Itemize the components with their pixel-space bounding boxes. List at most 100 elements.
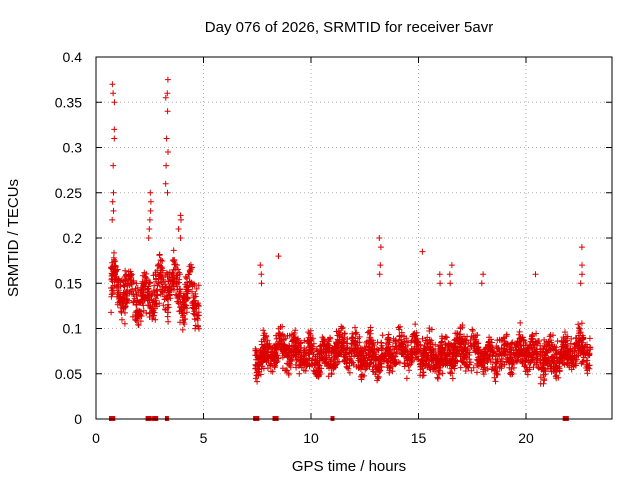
data-point: [357, 345, 364, 352]
data-point: [562, 329, 568, 336]
data-point: [532, 271, 539, 278]
data-point: [396, 333, 403, 340]
data-point: [180, 303, 187, 310]
data-point: [380, 345, 386, 352]
data-point: [179, 314, 186, 321]
data-point: [279, 341, 286, 348]
data-point: [267, 361, 274, 368]
data-point: [316, 351, 323, 358]
data-point: [366, 344, 373, 351]
data-point: [286, 343, 293, 350]
data-point: [490, 349, 497, 356]
data-point: [275, 253, 282, 260]
data-point: [145, 285, 152, 292]
data-point: [330, 365, 337, 372]
data-point: [572, 362, 579, 369]
data-point: [465, 364, 472, 371]
data-point: [257, 351, 264, 358]
data-point: [420, 348, 427, 355]
data-point: [146, 226, 153, 232]
data-point: [338, 351, 345, 358]
data-point: [275, 355, 282, 362]
data-point: [569, 350, 576, 357]
data-point: [426, 328, 433, 334]
data-point: [321, 350, 328, 357]
data-point: [458, 357, 465, 364]
data-point: [321, 336, 328, 343]
data-point: [519, 355, 526, 362]
data-point: [338, 325, 345, 332]
data-point: [532, 354, 538, 361]
data-point: [545, 355, 552, 362]
data-point: [443, 334, 450, 341]
data-point: [168, 272, 175, 279]
data-point: [547, 365, 554, 372]
data-point: [419, 248, 426, 255]
data-point: [152, 316, 159, 323]
data-point: [349, 330, 356, 337]
data-point: [537, 380, 544, 387]
data-point: [449, 358, 456, 365]
data-point: [156, 252, 163, 259]
data-point: [442, 361, 449, 368]
data-point: [545, 338, 552, 345]
data-point: [480, 348, 487, 355]
data-point: [480, 368, 487, 375]
data-point: [269, 344, 276, 351]
data-point: [126, 282, 133, 289]
data-point: [511, 364, 517, 371]
data-point: [193, 285, 200, 292]
data-point: [366, 363, 373, 370]
data-point: [494, 345, 501, 352]
data-point: [413, 332, 420, 339]
data-point: [389, 363, 396, 370]
data-point: [272, 354, 279, 361]
data-point: [133, 308, 140, 315]
data-point: [385, 346, 391, 353]
data-point: [542, 368, 549, 375]
data-point: [340, 338, 347, 345]
grid-lines: [96, 57, 612, 419]
data-point: [158, 264, 165, 270]
data-point: [481, 355, 488, 362]
data-point: [110, 189, 117, 196]
data-point: [118, 301, 125, 308]
data-point: [527, 338, 534, 345]
data-point: [305, 344, 312, 351]
data-point: [339, 342, 346, 349]
data-point: [124, 300, 131, 307]
data-point: [579, 359, 586, 366]
data-point: [401, 360, 408, 367]
data-point: [363, 365, 370, 372]
data-point: [523, 356, 530, 363]
data-point: [268, 368, 274, 375]
data-point: [176, 286, 183, 293]
data-point: [551, 358, 558, 365]
data-point: [576, 338, 583, 345]
data-point: [115, 291, 122, 298]
data-point: [271, 357, 278, 363]
data-point: [326, 338, 333, 345]
data-point: [118, 309, 125, 316]
data-point: [361, 357, 368, 364]
data-point: [453, 358, 460, 364]
data-point: [290, 342, 297, 349]
data-point: [519, 334, 526, 341]
data-point: [150, 287, 157, 294]
data-point: [313, 346, 320, 352]
data-point: [462, 348, 469, 355]
data-point: [533, 339, 540, 346]
data-point: [460, 353, 467, 360]
data-point: [517, 319, 524, 326]
data-point: [284, 367, 291, 374]
data-point: [315, 365, 322, 372]
data-point: [390, 356, 397, 363]
data-point: [489, 346, 495, 353]
data-point: [149, 316, 156, 322]
data-point: [333, 345, 340, 352]
data-point: [119, 294, 126, 301]
data-point: [508, 369, 515, 376]
data-point: [112, 258, 119, 265]
data-point: [267, 351, 274, 358]
data-point: [374, 339, 381, 346]
